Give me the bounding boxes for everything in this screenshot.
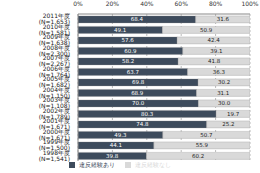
svg-text:80.3: 80.3 <box>141 111 154 117</box>
svg-text:100%: 100% <box>241 0 252 7</box>
svg-text:50.9: 50.9 <box>200 27 213 33</box>
svg-text:68.4: 68.4 <box>131 16 144 22</box>
svg-text:58.2: 58.2 <box>122 58 134 64</box>
svg-text:36.3: 36.3 <box>213 69 226 75</box>
svg-text:80%: 80% <box>209 0 223 7</box>
svg-text:60%: 60% <box>175 0 189 7</box>
svg-text:50.7: 50.7 <box>200 132 213 138</box>
svg-text:74.8: 74.8 <box>136 121 149 127</box>
svg-text:70.0: 70.0 <box>132 100 145 106</box>
svg-text:41.8: 41.8 <box>208 58 221 64</box>
svg-text:39.8: 39.8 <box>106 153 119 159</box>
svg-text:19.7: 19.7 <box>227 111 240 117</box>
svg-text:63.7: 63.7 <box>127 69 140 75</box>
svg-text:31.1: 31.1 <box>217 90 229 96</box>
svg-text:49.3: 49.3 <box>114 132 127 138</box>
svg-text:20%: 20% <box>106 0 120 7</box>
svg-text:49.1: 49.1 <box>114 27 126 33</box>
svg-text:69.8: 69.8 <box>132 79 145 85</box>
svg-text:44.1: 44.1 <box>110 142 122 148</box>
svg-text:60.2: 60.2 <box>192 153 204 159</box>
svg-text:30.0: 30.0 <box>218 100 231 106</box>
svg-text:25.2: 25.2 <box>222 121 234 127</box>
svg-text:55.9: 55.9 <box>196 142 209 148</box>
svg-text:39.1: 39.1 <box>210 48 222 54</box>
svg-text:31.6: 31.6 <box>217 16 230 22</box>
svg-text:1998年度(N=1,541): 1998年度(N=1,541) <box>39 149 70 162</box>
svg-text:57.6: 57.6 <box>121 37 134 43</box>
svg-text:68.9: 68.9 <box>131 90 144 96</box>
svg-text:30.2: 30.2 <box>218 79 230 85</box>
svg-text:42.4: 42.4 <box>207 37 220 43</box>
svg-text:0%: 0% <box>73 0 83 7</box>
svg-text:40%: 40% <box>140 0 154 7</box>
svg-text:60.9: 60.9 <box>124 48 137 54</box>
